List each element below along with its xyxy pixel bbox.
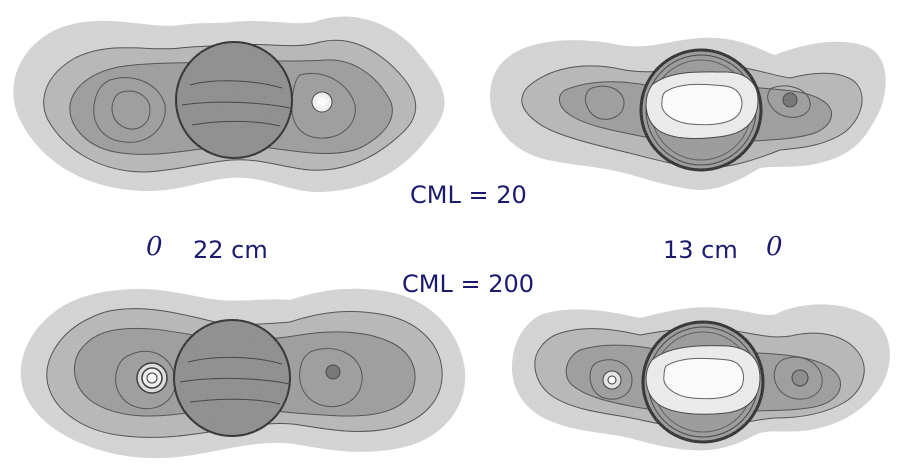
core-contour <box>115 350 176 410</box>
core-contour <box>773 356 823 400</box>
core-contour <box>93 77 166 143</box>
right-zero-label: 0 <box>766 232 783 262</box>
hot-spot <box>607 375 617 385</box>
hot-spot-center <box>317 97 327 107</box>
core-contour <box>585 85 625 120</box>
core-contour <box>589 359 633 400</box>
hot-spot <box>791 369 809 387</box>
planet-bright-core <box>661 83 743 126</box>
core-contour <box>291 73 356 139</box>
panel-22cm-cml200 <box>20 288 466 459</box>
cml-bottom-label: CML = 200 <box>402 270 535 298</box>
left-zero-label: 0 <box>146 232 163 262</box>
planet-band <box>189 80 283 89</box>
core-contour <box>299 348 363 408</box>
planet-band <box>181 101 291 109</box>
planet-band <box>189 398 281 405</box>
panel-22cm-cml20 <box>13 16 445 193</box>
right-wavelength-label: 13 cm <box>663 236 738 264</box>
cml-top-label: CML = 20 <box>410 181 527 209</box>
hot-spot <box>782 92 798 108</box>
panel-13cm-cml200 <box>512 304 890 451</box>
planet-disk <box>175 41 293 159</box>
planet-band <box>187 356 283 365</box>
core-contour <box>767 85 811 118</box>
planet-bright-core <box>663 357 744 400</box>
panel-13cm-cml20 <box>490 37 886 190</box>
planet-band <box>191 120 281 127</box>
hot-spot <box>146 372 158 384</box>
hot-spot <box>325 364 341 380</box>
left-wavelength-label: 22 cm <box>193 236 268 264</box>
core-contour-inner <box>111 90 151 130</box>
planet-band <box>179 377 291 385</box>
